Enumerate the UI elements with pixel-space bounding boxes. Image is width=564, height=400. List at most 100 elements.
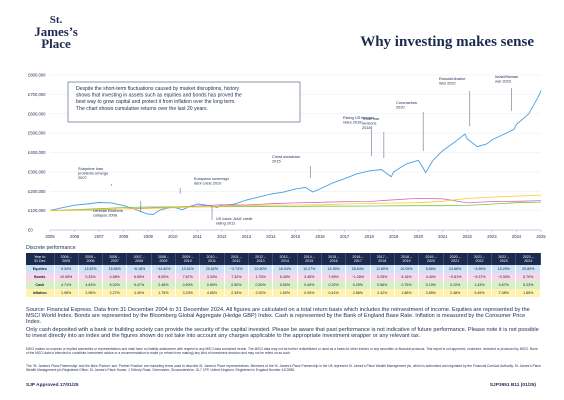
table-cell: 1.85% — [515, 289, 541, 297]
table-row: Cash 4.71% 4.63% 5.02% 5.47% 2.48% 0.50% 0.50% 0… — [26, 281, 541, 289]
table-cell: 0.50% — [248, 281, 274, 289]
description-text-line: The chart shows cumulative returns over … — [76, 106, 208, 112]
x-tick-label: 2020 — [414, 234, 424, 239]
period-column-header: 2005 –2006 — [78, 253, 104, 265]
table-cell: 4.85% — [199, 289, 225, 297]
x-tick-label: 2021 — [438, 234, 448, 239]
table-cell: 3.23% — [175, 289, 201, 297]
table-cell: 5.23% — [515, 281, 541, 289]
table-cell: 0.19% — [418, 281, 444, 289]
discrete-performance-heading: Discrete performance — [26, 245, 76, 251]
series-line-equities — [49, 90, 542, 215]
x-tick-label: 2006 — [70, 234, 80, 239]
table-cell: 11.80% — [370, 265, 395, 273]
table-cell: 1.43% — [467, 281, 493, 289]
y-tick-label: £100,000 — [28, 208, 46, 213]
table-cell: 28.64% — [345, 265, 371, 273]
table-row: Equities 9.34% 13.52% 15.86% −6.18% −14.60% 13… — [26, 265, 541, 273]
x-tick-label: 2014 — [266, 234, 276, 239]
table-cell: 14.35% — [321, 265, 347, 273]
period-column-header: 2016 –2017 — [345, 253, 371, 265]
discrete-performance-table: Year to 31 Dec 2004 –2005 2005 –2006 2006 –2… — [26, 253, 541, 297]
table-row: Bonds 10.08% 0.33% 4.58% 6.55% 8.05% 7.67% 3.34… — [26, 273, 541, 281]
table-cell: −3.96% — [467, 265, 493, 273]
table-cell: 13.52% — [78, 265, 104, 273]
y-tick-label: £700,000 — [28, 92, 46, 97]
table-cell: 22.60% — [248, 265, 274, 273]
table-cell: −6.18% — [126, 265, 152, 273]
annotation-label: China slowdown 2015 — [272, 154, 300, 163]
cumulative-returns-chart: Subprime loan problems emerge 2007 Lehman B… — [28, 73, 546, 240]
table-cell: 7.32% — [224, 273, 250, 281]
table-cell: −2.74% — [224, 265, 250, 273]
y-tick-label: £600,000 — [28, 111, 46, 116]
description-text-line: Despite the short-term fluctuations caus… — [76, 86, 240, 92]
table-cell: −1.28% — [345, 273, 371, 281]
annotation-label: Trade war tensions 2018 — [362, 116, 380, 130]
period-column-header: 2009 –2010 — [175, 253, 201, 265]
table-cell: 2.92% — [248, 289, 274, 297]
x-tick-label: 2008 — [119, 234, 129, 239]
year-to-header: Year to 31 Dec — [26, 253, 55, 265]
table-cell: 10.05% — [394, 265, 420, 273]
legal-disclaimer: The ‘St. James’s Place Partnership’ and … — [26, 364, 541, 372]
period-column-header: 2015 –2016 — [321, 253, 347, 265]
table-cell: −0.81% — [443, 273, 468, 281]
table-cell: 7.08% — [491, 289, 517, 297]
table-cell: 4.63% — [78, 281, 104, 289]
table-cell: 0.75% — [394, 281, 420, 289]
annotation-label: European sovereign debt crisis 2010 — [194, 176, 229, 185]
y-tick-label: £800,000 — [28, 73, 46, 78]
period-column-header: 2017 –2018 — [370, 253, 395, 265]
table-cell: 5.65% — [418, 265, 444, 273]
period-column-header: 2006 –2007 — [102, 253, 128, 265]
x-tick-label: 2025 — [536, 234, 546, 239]
page-header: St. James’s Place Why investing makes se… — [0, 0, 564, 68]
x-tick-label: 2010 — [168, 234, 178, 239]
table-cell: 1.98% — [54, 289, 79, 297]
table-cell: 0.85% — [418, 289, 444, 297]
series-line-inflation — [49, 194, 542, 211]
table-cell: 16.04% — [272, 265, 298, 273]
annotation-label: Russia/Ukraine War 2022 — [439, 76, 465, 85]
annotation-label-line: Lehman Brothers — [93, 208, 123, 213]
table-cell: 4.67% — [491, 281, 517, 289]
table-cell: 1.60% — [272, 289, 298, 297]
table-cell: 5.47% — [126, 281, 152, 289]
table-cell: 15.29% — [491, 265, 517, 273]
y-tick-label: £0 — [28, 228, 33, 233]
description-text-line: best way to grow capital and protect it … — [76, 99, 236, 105]
row-label: Bonds — [26, 273, 55, 281]
y-tick-label: £300,000 — [28, 169, 46, 174]
table-cell: 7.69% — [321, 273, 347, 281]
msci-disclaimer: MSCI makes no express or implied warrant… — [26, 347, 538, 355]
table-cell: 9.34% — [54, 265, 79, 273]
table-cell: 10.27% — [297, 265, 322, 273]
footer-reference: SJP3951 B11 (01/25) — [489, 383, 536, 388]
annotation-label: Coronavirus 2020 — [396, 100, 417, 109]
table-cell: 5.16% — [394, 273, 420, 281]
x-tick-label: 2005 — [45, 234, 55, 239]
description-text: Despite the short-term fluctuations caus… — [76, 86, 242, 112]
table-cell: 0.50% — [175, 281, 201, 289]
annotation-label-line: Coronavirus — [396, 100, 417, 105]
period-column-header: 2022 –2023 — [491, 253, 517, 265]
annotation-label-line: tensions — [362, 120, 377, 125]
period-column-header: 2008 –2009 — [151, 253, 177, 265]
period-column-header: 2004 –2005 — [54, 253, 79, 265]
annotation-label-line: Russia/Ukraine — [439, 76, 465, 81]
table-cell: 4.40% — [418, 273, 444, 281]
annotation-label: Subprime loan problems emerge 2007 — [78, 166, 108, 180]
table-cell: 2.86% — [345, 289, 371, 297]
period-column-header: 2023 –2024 — [515, 253, 541, 265]
table-cell: 1.88% — [394, 289, 420, 297]
footer-approval: SJP Approved 17/01/25 — [26, 383, 79, 388]
table-cell: 0.09% — [297, 289, 322, 297]
table-cell: 4.71% — [54, 281, 79, 289]
description-box — [67, 81, 301, 123]
period-column-header: 2014 –2015 — [297, 253, 322, 265]
source-note: Source: Financial Express. Data from 31 … — [26, 307, 530, 326]
x-tick-label: 2009 — [144, 234, 154, 239]
period-column-header: 2007 –2008 — [126, 253, 152, 265]
table-cell: 0.50% — [272, 281, 298, 289]
